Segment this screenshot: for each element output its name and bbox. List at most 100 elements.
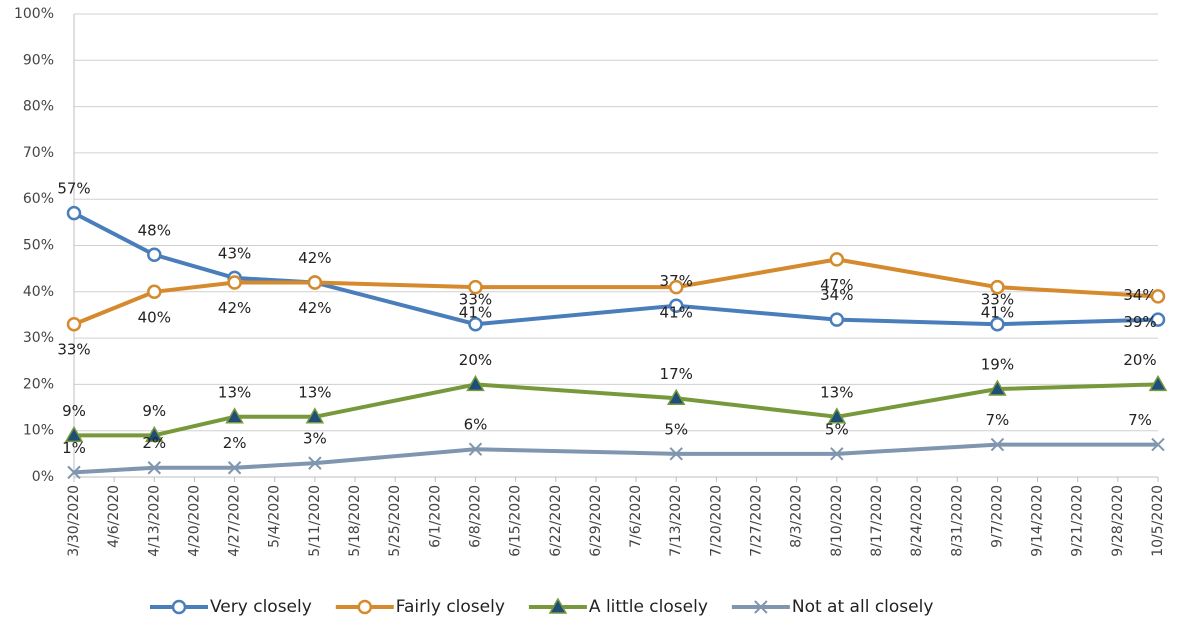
data-label: 33% (57, 341, 90, 359)
legend-label: Very closely (210, 597, 312, 617)
data-label: 13% (820, 383, 853, 401)
marker (829, 312, 845, 327)
marker (145, 425, 164, 443)
y-tick-label: 10% (23, 423, 54, 439)
data-label: 20% (1123, 351, 1156, 369)
x-tick-label: 9/7/2020 (989, 485, 1005, 548)
x-tick-label: 6/29/2020 (588, 485, 604, 557)
data-label: 33% (981, 291, 1014, 309)
data-label: 5% (664, 420, 688, 438)
marker (669, 447, 683, 461)
x-tick-label: 8/31/2020 (949, 485, 965, 557)
x-tick-label: 8/17/2020 (869, 485, 885, 557)
data-label: 41% (660, 304, 693, 322)
x-tick-label: 4/6/2020 (106, 485, 122, 548)
x-tick-label: 9/28/2020 (1110, 485, 1126, 557)
x-tick-label: 7/13/2020 (668, 485, 684, 557)
x-tick-label: 5/4/2020 (267, 485, 283, 548)
marker (147, 247, 162, 263)
marker (66, 316, 82, 332)
y-tick-label: 50% (23, 238, 54, 254)
marker (147, 461, 162, 475)
legend-marker (754, 600, 768, 614)
x-tick-label: 8/3/2020 (789, 485, 805, 548)
data-label: 2% (223, 434, 247, 452)
data-label: 9% (62, 402, 86, 420)
marker (666, 388, 686, 406)
marker (466, 374, 485, 392)
marker (827, 407, 847, 424)
marker (468, 279, 483, 295)
marker (227, 275, 242, 290)
data-label: 17% (660, 365, 693, 383)
data-label: 20% (459, 351, 492, 369)
x-tick-label: 4/13/2020 (146, 485, 162, 557)
data-label: 13% (218, 383, 251, 401)
marker (147, 284, 162, 300)
legend-marker (548, 597, 568, 614)
marker (990, 279, 1005, 295)
y-tick-label: 40% (23, 284, 54, 300)
data-label: 5% (825, 420, 849, 438)
y-tick-label: 70% (23, 145, 54, 161)
x-tick-label: 10/5/2020 (1150, 485, 1166, 557)
data-label: 2% (142, 434, 166, 452)
x-tick-label: 6/22/2020 (548, 485, 564, 557)
x-tick-label: 5/18/2020 (347, 485, 363, 557)
y-tick-label: 30% (23, 330, 54, 346)
data-label: 41% (981, 304, 1014, 322)
y-tick-label: 20% (23, 376, 54, 392)
x-tick-label: 8/10/2020 (829, 485, 845, 557)
marker (988, 379, 1007, 396)
marker (64, 425, 84, 443)
y-tick-label: 0% (32, 469, 54, 485)
legend-marker (171, 599, 187, 615)
marker (1150, 289, 1166, 304)
data-label: 42% (218, 299, 251, 317)
legend-label: Not at all closely (792, 597, 934, 617)
marker (668, 279, 684, 295)
marker (307, 275, 323, 290)
legend-label: A little closely (589, 597, 708, 617)
y-tick-label: 90% (23, 52, 54, 68)
x-tick-label: 9/14/2020 (1030, 485, 1046, 557)
data-label: 40% (138, 308, 171, 326)
x-tick-label: 4/20/2020 (186, 485, 202, 557)
data-label: 7% (986, 411, 1010, 429)
marker (308, 456, 322, 470)
data-label: 39% (1123, 313, 1156, 331)
marker (227, 461, 242, 475)
data-label: 6% (464, 416, 488, 434)
y-tick-label: 80% (23, 99, 54, 115)
data-label: 34% (820, 286, 853, 304)
marker (990, 437, 1005, 452)
data-label: 3% (303, 430, 327, 448)
x-tick-label: 7/20/2020 (708, 485, 724, 557)
marker (1151, 437, 1165, 452)
data-label: 7% (1128, 411, 1152, 429)
legend-marker (357, 599, 373, 615)
marker (668, 298, 684, 313)
data-label: 19% (981, 356, 1014, 374)
x-tick-label: 4/27/2020 (227, 485, 243, 557)
x-tick-label: 3/30/2020 (66, 485, 82, 557)
data-label: 48% (138, 221, 171, 239)
legend-label: Fairly closely (396, 597, 505, 617)
marker (67, 465, 81, 480)
x-tick-label: 6/8/2020 (467, 485, 483, 548)
marker (1148, 374, 1168, 392)
marker (830, 447, 844, 461)
data-label: 33% (459, 291, 492, 309)
data-label: 1% (62, 439, 86, 457)
x-tick-label: 5/25/2020 (387, 485, 403, 557)
data-label: 47% (820, 276, 853, 294)
x-tick-label: 5/11/2020 (307, 485, 323, 557)
marker (1150, 312, 1166, 327)
data-label: 13% (298, 383, 331, 401)
marker (305, 407, 325, 424)
marker (66, 205, 82, 221)
marker (468, 442, 483, 456)
x-tick-label: 9/21/2020 (1070, 485, 1086, 557)
data-label: 42% (298, 249, 331, 267)
